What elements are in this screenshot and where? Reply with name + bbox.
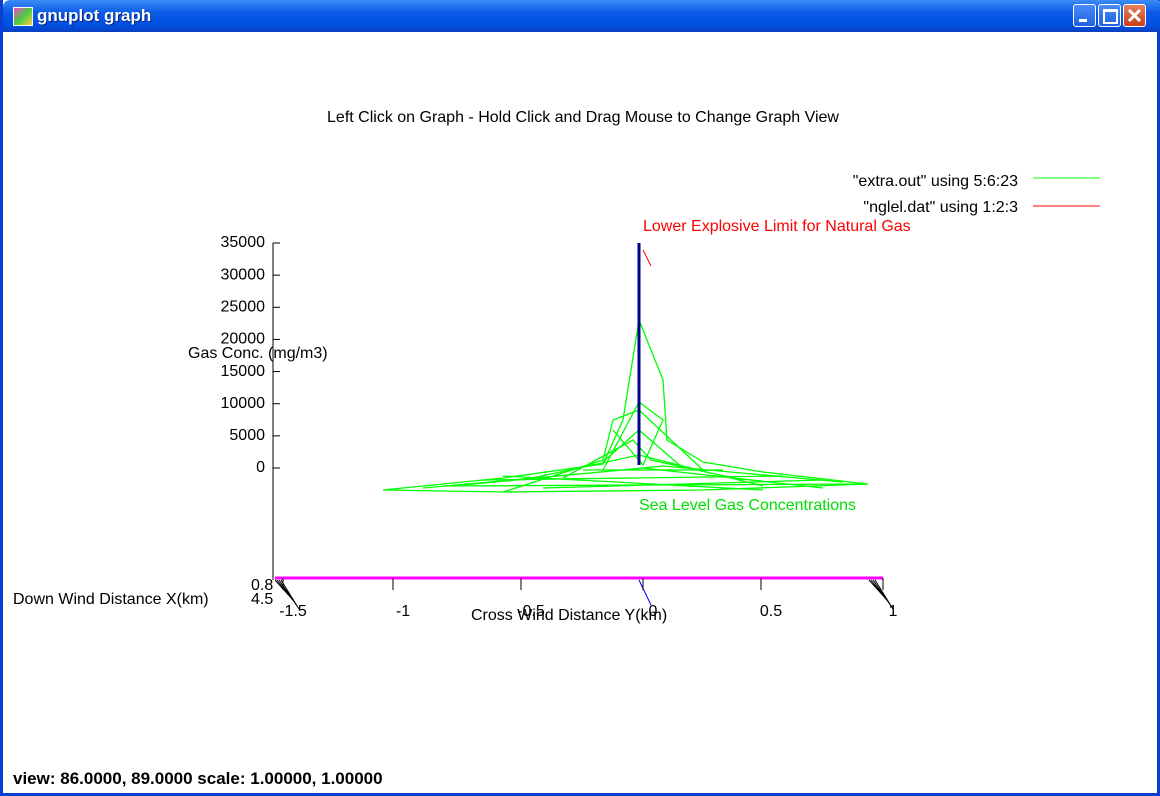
gas-concentration-mesh xyxy=(382,317,869,493)
x-tick-label: -1.5 xyxy=(279,603,307,620)
plot-area[interactable]: Left Click on Graph - Hold Click and Dra… xyxy=(3,0,1157,760)
limit-base-line xyxy=(638,579,652,606)
y-tick-label: 4.5 xyxy=(251,591,273,608)
x-axis-label: Cross Wind Distance Y(km) xyxy=(471,607,667,624)
limit-line xyxy=(642,249,652,267)
y-axis-label: Down Wind Distance X(km) xyxy=(13,591,209,608)
close-button[interactable] xyxy=(1123,4,1146,27)
y-tick-label: 0.8 xyxy=(251,577,273,594)
z-tick-label: 20000 xyxy=(221,331,266,348)
sea-level-annotation: Sea Level Gas Concentrations xyxy=(639,497,856,514)
y-axis-ticks xyxy=(274,579,894,610)
plot-instruction: Left Click on Graph - Hold Click and Dra… xyxy=(327,109,839,126)
z-tick-label: 35000 xyxy=(221,234,266,251)
legend-entry: "nglel.dat" using 1:2:3 xyxy=(863,199,1018,216)
app-icon xyxy=(13,7,33,26)
x-tick-label: -0.5 xyxy=(517,603,545,620)
z-tick-label: 5000 xyxy=(229,427,265,444)
z-tick-label: 10000 xyxy=(221,395,266,412)
minimize-button[interactable] xyxy=(1073,4,1096,27)
z-tick-label: 25000 xyxy=(221,299,266,316)
legend-entry: "extra.out" using 5:6:23 xyxy=(853,173,1018,190)
z-tick-label: 30000 xyxy=(221,266,266,283)
z-axis-label: Gas Conc. (mg/m3) xyxy=(188,345,328,362)
limit-annotation: Lower Explosive Limit for Natural Gas xyxy=(643,218,911,235)
x-tick-label: 1 xyxy=(889,603,898,620)
status-bar: view: 86.0000, 89.0000 scale: 1.00000, 1… xyxy=(13,769,383,788)
x-tick-label: 0.5 xyxy=(760,603,782,620)
x-tick-label: -1 xyxy=(396,603,410,620)
title-bar: gnuplot graph xyxy=(3,0,1160,32)
z-tick-label: 0 xyxy=(256,459,265,476)
window-title: gnuplot graph xyxy=(37,6,152,25)
x-tick-label: 0 xyxy=(649,603,658,620)
maximize-button[interactable] xyxy=(1098,4,1121,27)
z-tick-label: 15000 xyxy=(221,363,266,380)
